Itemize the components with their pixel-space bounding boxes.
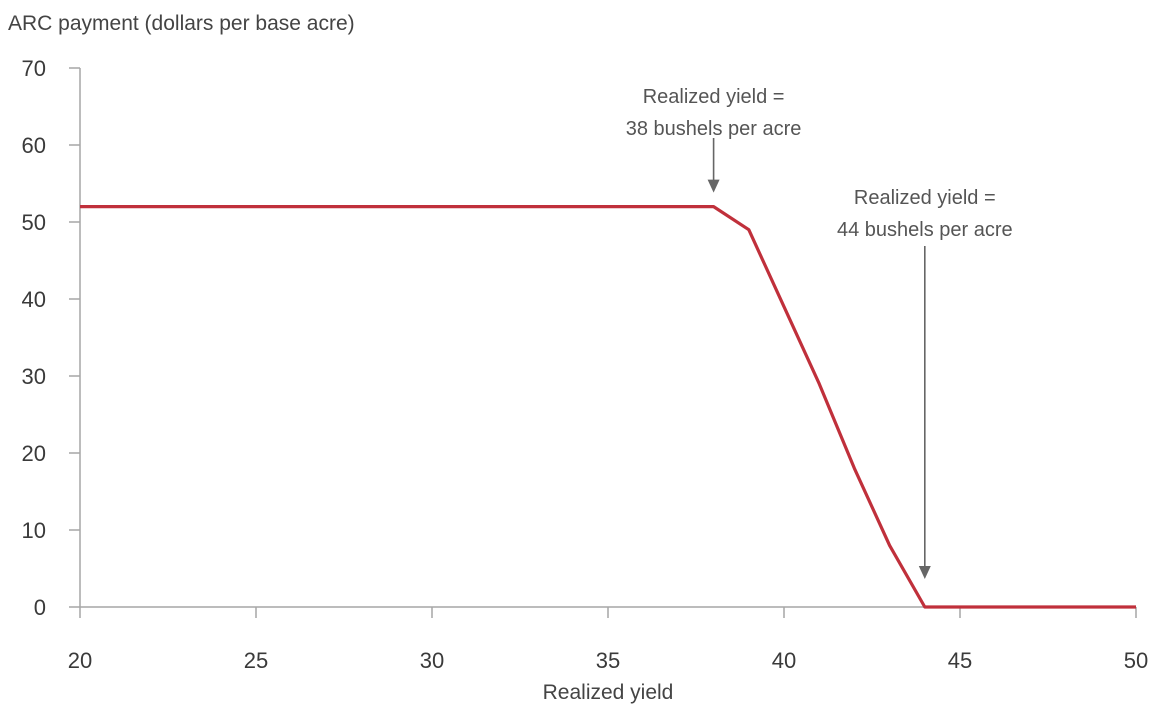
annotation-arrow-head xyxy=(707,179,720,193)
y-tick-label: 0 xyxy=(34,595,46,620)
annotation-text: 38 bushels per acre xyxy=(626,118,802,140)
y-tick-label: 40 xyxy=(22,287,46,312)
annotations: Realized yield =38 bushels per acreReali… xyxy=(626,86,1013,579)
y-axis: 0 10 20 30 40 50 60 70 xyxy=(22,56,81,620)
y-tick-label: 10 xyxy=(22,518,46,543)
x-tick-label: 35 xyxy=(596,648,620,673)
annotation-arrow-head xyxy=(918,566,931,579)
annotation: Realized yield = 38 bushels per acre xyxy=(626,86,802,193)
x-tick-label: 40 xyxy=(772,648,796,673)
y-tick-label: 50 xyxy=(22,210,46,235)
y-tick-label: 20 xyxy=(22,441,46,466)
payment-series-line xyxy=(80,205,1136,609)
annotation-text: Realized yield = xyxy=(643,86,785,108)
x-tick-label: 30 xyxy=(420,648,444,673)
y-axis-title: ARC payment (dollars per base acre) xyxy=(8,12,355,35)
y-tick-label: 60 xyxy=(22,133,46,158)
x-axis: 20 25 30 35 40 45 50 xyxy=(68,606,1148,673)
annotation-text: Realized yield = xyxy=(854,187,996,209)
annotation-text: 44 bushels per acre xyxy=(837,219,1013,241)
x-axis-title: Realized yield xyxy=(543,681,674,704)
x-tick-label: 25 xyxy=(244,648,268,673)
y-tick-label: 70 xyxy=(22,56,46,81)
annotation: Realized yield = 44 bushels per acre xyxy=(837,187,1013,579)
series-layer xyxy=(80,205,1136,609)
x-tick-label: 45 xyxy=(948,648,972,673)
x-tick-label: 50 xyxy=(1124,648,1148,673)
y-tick-label: 30 xyxy=(22,364,46,389)
x-tick-label: 20 xyxy=(68,648,92,673)
